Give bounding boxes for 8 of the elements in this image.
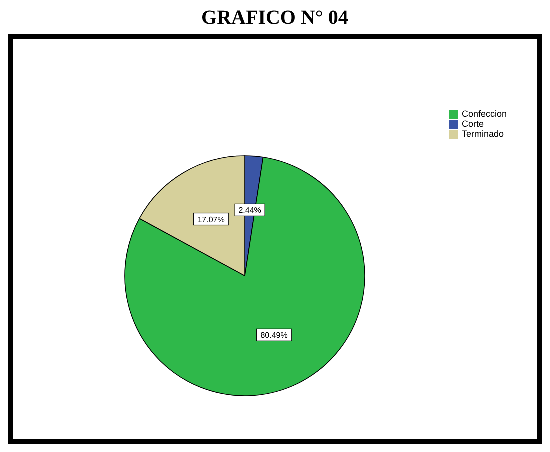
legend-label: Confeccion xyxy=(462,109,507,119)
data-label: 2.44% xyxy=(238,206,262,216)
legend-label: Corte xyxy=(462,119,484,130)
pie-slice xyxy=(124,157,366,396)
legend-label: Terminado xyxy=(462,129,504,140)
data-label: 80.49% xyxy=(260,331,288,340)
data-label: 17.07% xyxy=(198,215,225,224)
chart-title: GRAFICO N° 04 xyxy=(200,7,350,31)
